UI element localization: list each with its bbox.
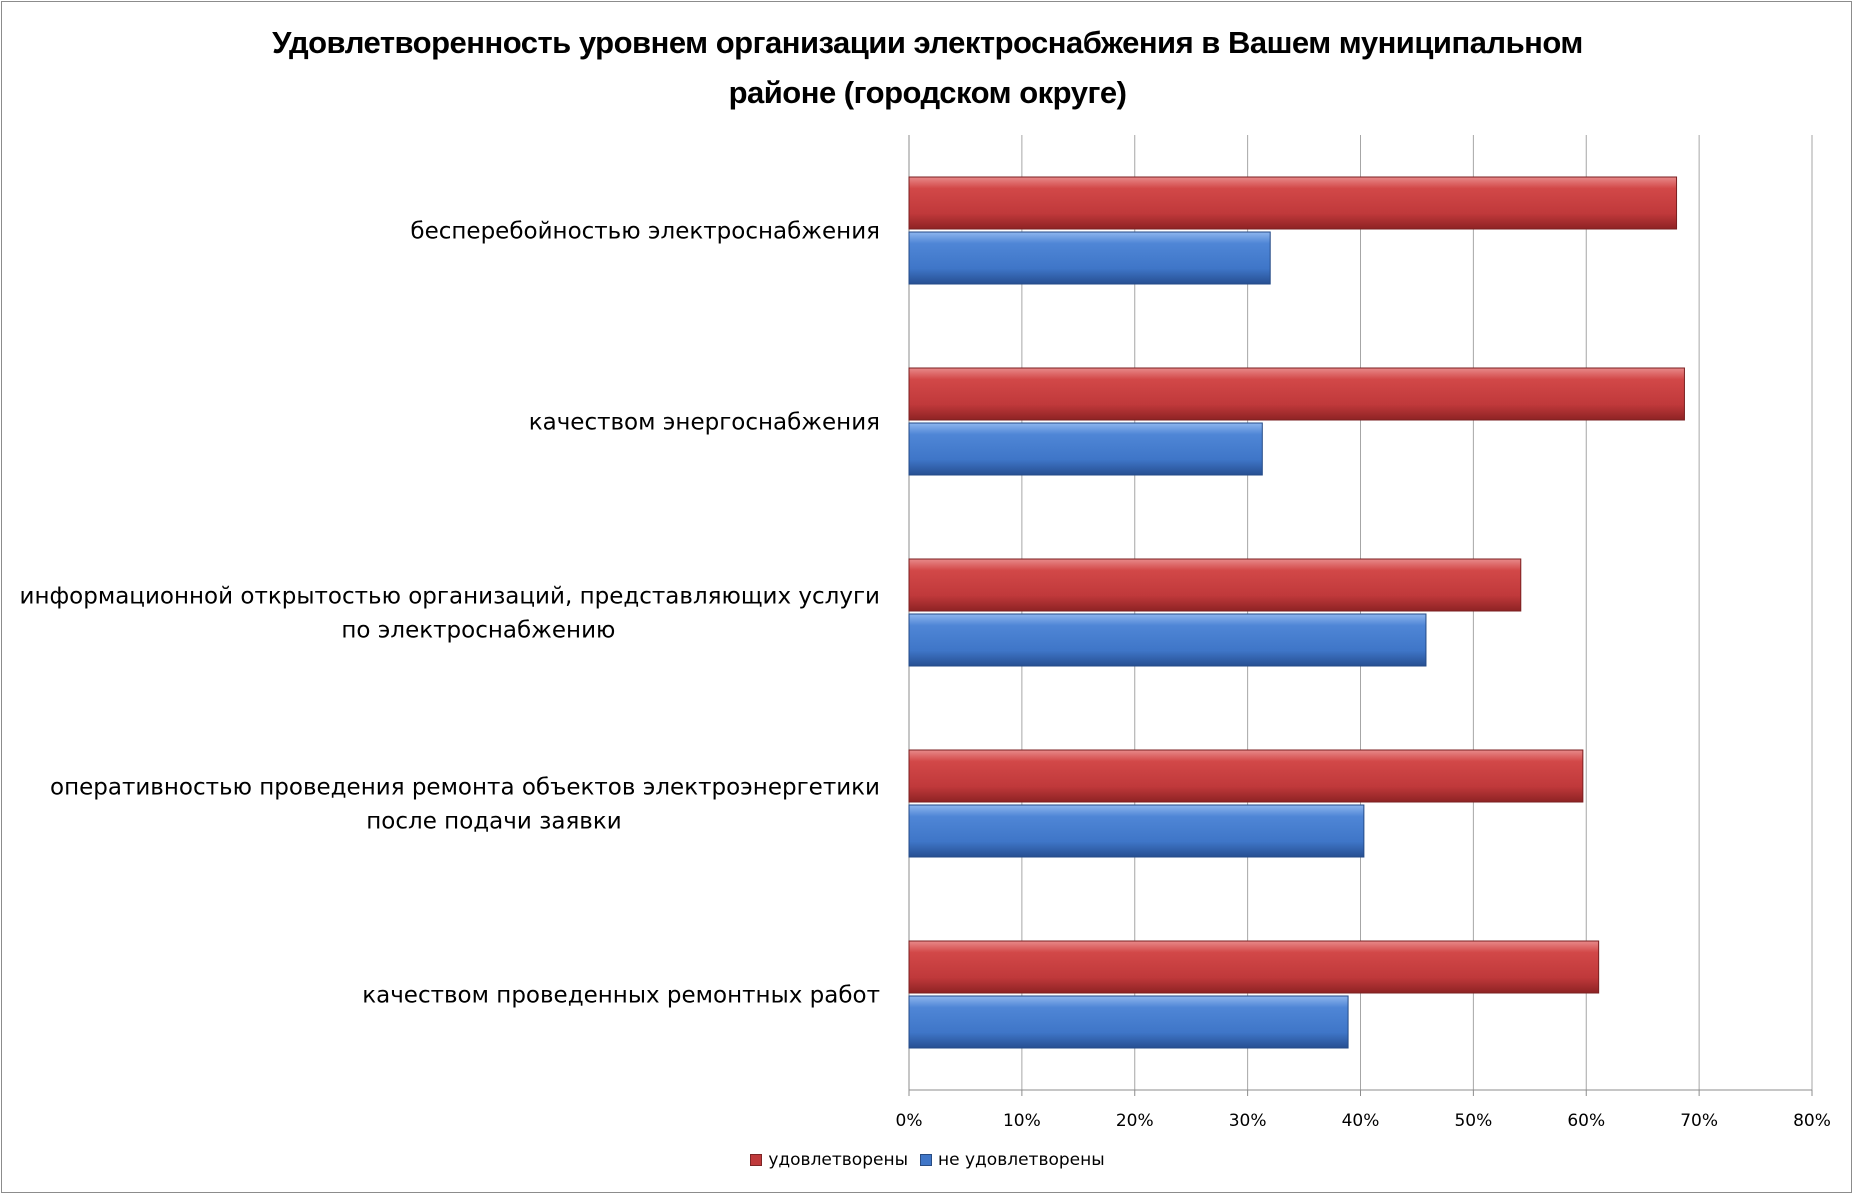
chart-title-line-2: районе (городском округе) bbox=[728, 75, 1127, 110]
category-labels: бесперебойностью электроснабжения качеств… bbox=[20, 219, 880, 1009]
category-label-line: информационной открытостью организаций, … bbox=[20, 584, 880, 610]
category-label-4: оперативностью проведения ремонта объект… bbox=[50, 775, 880, 835]
chart-title-line-1: Удовлетворенность уровнем организации эл… bbox=[272, 25, 1583, 60]
bar-unsatisfied-3 bbox=[908, 613, 1427, 667]
bar-unsatisfied-5 bbox=[908, 995, 1349, 1049]
legend-label: удовлетворены bbox=[768, 1150, 908, 1170]
gridlines bbox=[908, 135, 1813, 1090]
legend: удовлетворены не удовлетворены bbox=[0, 1150, 1855, 1171]
x-axis: 0% 10% 20% 30% 40% 50% 60% 70% 80% bbox=[896, 1089, 1831, 1131]
legend-swatch bbox=[920, 1154, 932, 1166]
x-tick-label: 0% bbox=[896, 1111, 923, 1131]
bar-satisfied-4 bbox=[908, 749, 1584, 803]
x-tick-label: 70% bbox=[1680, 1111, 1718, 1131]
legend-label: не удовлетворены bbox=[938, 1150, 1105, 1170]
chart-title: Удовлетворенность уровнем организации эл… bbox=[0, 18, 1855, 118]
category-label-line: бесперебойностью электроснабжения bbox=[410, 219, 880, 245]
bar-satisfied-1 bbox=[908, 176, 1678, 230]
x-tick-label: 30% bbox=[1229, 1111, 1267, 1131]
category-label-line: качеством энергоснабжения bbox=[529, 410, 880, 436]
x-tick-label: 10% bbox=[1003, 1111, 1041, 1131]
category-label-1: бесперебойностью электроснабжения bbox=[410, 219, 880, 245]
bar-unsatisfied-1 bbox=[908, 231, 1271, 285]
bars bbox=[908, 176, 1685, 1049]
category-label-line: оперативностью проведения ремонта объект… bbox=[50, 775, 880, 801]
category-label-2: качеством энергоснабжения bbox=[529, 410, 880, 436]
x-tick-label: 20% bbox=[1116, 1111, 1154, 1131]
bar-unsatisfied-2 bbox=[908, 422, 1263, 476]
bar-satisfied-3 bbox=[908, 558, 1522, 612]
x-tick-label: 50% bbox=[1454, 1111, 1492, 1131]
legend-item-2: не удовлетворены bbox=[920, 1150, 1105, 1170]
category-label-3: информационной открытостью организаций, … bbox=[20, 584, 880, 644]
x-tick-label: 80% bbox=[1793, 1111, 1831, 1131]
bar-satisfied-5 bbox=[908, 940, 1600, 994]
legend-item-1: удовлетворены bbox=[750, 1150, 908, 1170]
category-label-line: качеством проведенных ремонтных работ bbox=[362, 983, 880, 1009]
x-tick-label: 60% bbox=[1567, 1111, 1605, 1131]
category-label-line: по электроснабжению bbox=[341, 618, 615, 644]
x-tick-label: 40% bbox=[1342, 1111, 1380, 1131]
legend-swatch bbox=[750, 1154, 763, 1166]
bar-unsatisfied-4 bbox=[908, 804, 1365, 858]
category-label-5: качеством проведенных ремонтных работ bbox=[362, 983, 880, 1009]
bar-satisfied-2 bbox=[908, 367, 1685, 421]
category-label-line: после подачи заявки bbox=[366, 809, 621, 835]
